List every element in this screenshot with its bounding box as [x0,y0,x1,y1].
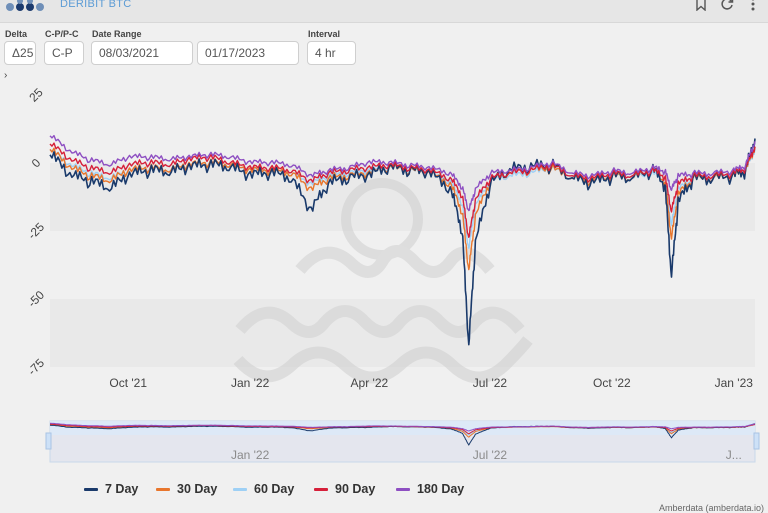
cpc-select[interactable]: C-P [44,41,84,65]
amberdata-logo-icon [6,0,44,11]
legend-label: 90 Day [335,482,376,496]
delta-select[interactable]: Δ25 [4,41,36,65]
x-tick-label: Jan '22 [231,376,270,390]
cpc-label: C-P/P-C [45,29,79,39]
series-line-7-day [49,138,756,346]
refresh-icon[interactable] [720,0,734,11]
y-tick-label: -75 [25,356,47,378]
interval-label: Interval [308,29,341,39]
plot-band [50,163,755,231]
navigator-line [49,423,756,438]
navigator-handle-right [753,432,760,450]
legend-label: 7 Day [105,482,139,496]
navigator-line [49,423,756,446]
plot-band [50,299,755,367]
legend-item-7d[interactable]: 7 Day [84,482,138,498]
legend-swatch [396,488,410,492]
expand-chevron-icon[interactable]: › [4,70,8,81]
navigator-tick-label: Jan '22 [231,448,270,462]
y-tick-label: -50 [25,288,47,310]
navigator-selection [50,421,755,435]
legend-item-90d[interactable]: 90 Day [314,482,375,498]
navigator-line [49,422,756,432]
legend-label: 180 Day [417,482,465,496]
x-tick-label: Jan '23 [715,376,754,390]
legend-item-60d[interactable]: 60 Day [233,482,294,498]
legend-item-180d[interactable]: 180 Day [396,482,464,498]
date-start-input[interactable]: 08/03/2021 [91,41,193,65]
y-tick-label: -25 [25,220,47,242]
interval-select[interactable]: 4 hr [307,41,356,65]
legend-label: 30 Day [177,482,218,496]
y-tick-label: 25 [26,85,46,105]
plot-band [50,231,755,299]
series-line-90-day [49,142,756,238]
navigator-line [49,424,756,436]
delta-label: Delta [5,29,28,39]
navigator-line [49,423,756,435]
top-bar: DERIBIT BTC [0,0,768,23]
navigator-background [49,420,756,463]
series-line-30-day [49,146,756,271]
series-line-180-day [49,134,756,212]
legend-swatch [156,488,170,492]
x-tick-label: Jul '22 [473,376,508,390]
date-range-label: Date Range [92,29,142,39]
x-tick-label: Oct '21 [109,376,147,390]
legend-item-30d[interactable]: 30 Day [156,482,217,498]
navigator-tick-label: J... [726,448,742,462]
navigator-tick-label: Jul '22 [473,448,508,462]
bookmark-icon[interactable] [694,0,708,11]
more-options-icon[interactable] [746,0,760,11]
date-end-input[interactable]: 01/17/2023 [197,41,299,65]
navigator [45,420,760,463]
x-tick-label: Apr '22 [351,376,389,390]
x-tick-label: Oct '22 [593,376,631,390]
legend-swatch [314,488,328,492]
legend-swatch [233,488,247,492]
watermark-logo-icon [233,178,533,384]
credit-text: Amberdata (amberdata.io) [658,503,764,513]
brand-title: DERIBIT BTC [60,0,132,10]
navigator-handle-left [45,432,52,450]
plot-band [50,95,755,163]
series-line-60-day [49,147,756,249]
legend-label: 60 Day [254,482,295,496]
legend-swatch [84,488,98,492]
y-tick-label: 0 [29,155,44,170]
